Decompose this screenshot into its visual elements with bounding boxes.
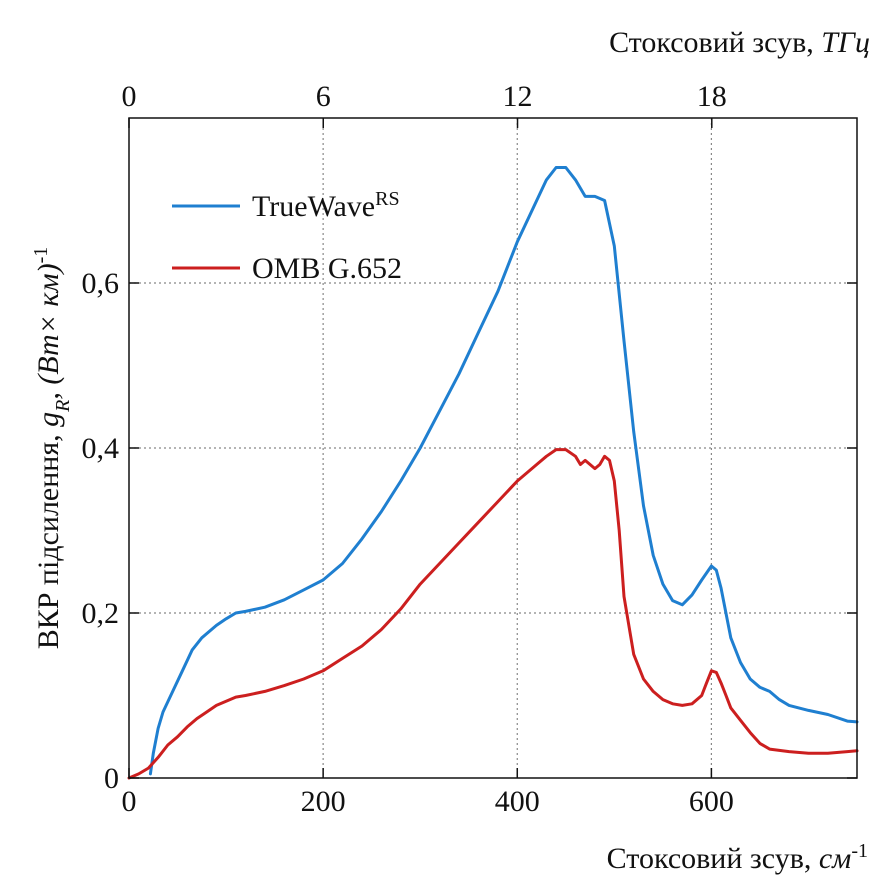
grid-lines (129, 118, 857, 778)
x-axis-title-unit-sup: -1 (851, 840, 868, 862)
x-axis-title: Стоксовий зсув, см-1 (607, 840, 868, 875)
x-top-tick-label: 18 (697, 80, 727, 113)
x-axis-top-title: Стоксовий зсув, ТГц (609, 26, 870, 59)
y-tick-label: 0 (104, 762, 119, 795)
x-tick-label: 0 (122, 785, 137, 818)
y-axis-title-subscript: R (52, 400, 74, 413)
x-top-tick-label: 0 (122, 80, 137, 113)
x-axis-title-unit: см (819, 842, 851, 875)
y-axis-title-unit-sup: -1 (30, 247, 52, 264)
y-tick-label: 0,6 (82, 267, 120, 300)
legend: TrueWaveRS ОМВ G.652 (172, 188, 402, 285)
x-top-tick-label: 6 (316, 80, 331, 113)
legend-name-truewave: TrueWave (252, 190, 375, 223)
x-tick-label: 400 (495, 785, 540, 818)
plot-frame (128, 117, 858, 779)
y-tick-label: 0,4 (82, 432, 120, 465)
y-tick-label: 0,2 (82, 597, 120, 630)
y-axis-title-prefix: ВКР підсилення, (32, 427, 65, 649)
x-axis-title-prefix: Стоксовий зсув, (607, 842, 819, 875)
y-axis-title: ВКР підсилення, gR, (Вт× км)-1 (30, 247, 74, 650)
legend-name-g652: ОМВ G.652 (252, 252, 402, 285)
y-axis-title-unit: , (Вт× км) (32, 263, 65, 399)
legend-label-truewave: TrueWaveRS (252, 188, 400, 223)
legend-name-sup-truewave: RS (375, 188, 399, 210)
x-axis-top-title-unit: ТГц (821, 26, 870, 59)
x-tick-label: 200 (301, 785, 346, 818)
y-axis-title-symbol: g (32, 412, 65, 427)
series-layer (127, 166, 859, 780)
series-line-truewave (148, 166, 859, 776)
tick-marks (128, 118, 857, 779)
legend-label-g652: ОМВ G.652 (252, 252, 402, 285)
x-top-tick-label: 12 (503, 80, 533, 113)
x-axis-top-title-prefix: Стоксовий зсув, (609, 26, 821, 59)
x-tick-label: 600 (689, 785, 734, 818)
series-line-g652 (127, 448, 859, 780)
